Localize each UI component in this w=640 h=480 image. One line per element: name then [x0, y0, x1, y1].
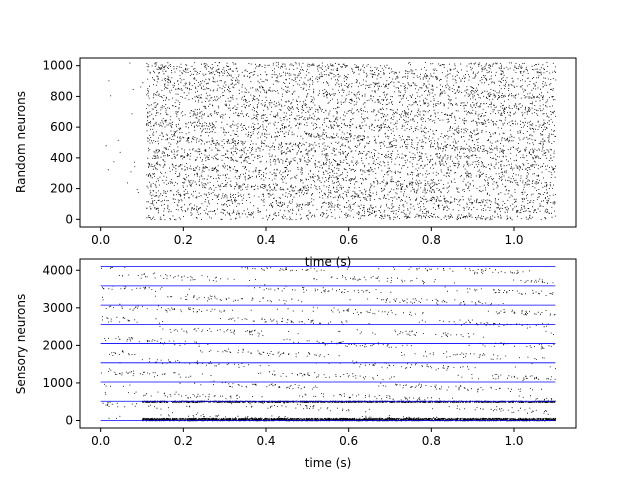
x-tick-label: 1.0	[504, 233, 523, 247]
x-tick-label: 0.0	[91, 434, 110, 448]
random-neurons-spike-series	[105, 62, 557, 221]
x-tick-label: 0.2	[174, 434, 193, 448]
x-tick-label: 0.2	[174, 233, 193, 247]
sensory-neurons-x-ticks: 0.0 0.2 0.4 0.6 0.8 1.0	[91, 428, 524, 448]
sensory-neurons-x-label: time (s)	[305, 456, 352, 470]
x-tick-label: 1.0	[504, 434, 523, 448]
y-tick-label: 0	[65, 212, 73, 226]
sensory-neurons-axes-frame	[79, 258, 577, 429]
y-tick-label: 1000	[42, 59, 73, 73]
sensory-neurons-spike-series	[101, 266, 557, 422]
y-tick-label: 200	[50, 182, 73, 196]
y-tick-label: 2000	[42, 338, 73, 352]
sensory-neurons-y-label: Sensory neurons	[14, 294, 28, 395]
x-tick-label: 0.8	[422, 233, 441, 247]
x-tick-label: 0.8	[422, 434, 441, 448]
x-tick-label: 0.0	[91, 233, 110, 247]
random-neurons-y-ticks: 0 200 400 600 800 1000	[42, 59, 80, 226]
y-tick-label: 1000	[42, 376, 73, 390]
y-tick-label: 3000	[42, 301, 73, 315]
random-neurons-x-ticks: 0.0 0.2 0.4 0.6 0.8 1.0	[91, 227, 524, 247]
random-neurons-spikes	[105, 62, 557, 221]
x-tick-label: 0.6	[339, 233, 358, 247]
sensory-neurons-plot: 0.0 0.2 0.4 0.6 0.8 1.0 0 1000 2000 3000 4000 tim…	[14, 258, 577, 470]
x-tick-label: 0.6	[339, 434, 358, 448]
y-tick-label: 800	[50, 89, 73, 103]
random-neurons-axes-frame	[79, 57, 577, 228]
y-tick-label: 400	[50, 151, 73, 165]
y-tick-label: 600	[50, 120, 73, 134]
sensory-neurons-y-ticks: 0 1000 2000 3000 4000	[42, 263, 80, 427]
x-tick-label: 0.4	[256, 434, 275, 448]
sensory-neurons-spikes	[101, 266, 557, 422]
x-tick-label: 0.4	[256, 233, 275, 247]
random-neurons-y-label: Random neurons	[14, 91, 28, 193]
y-tick-label: 0	[65, 413, 73, 427]
sensory-neurons-group-lines	[100, 266, 556, 421]
y-tick-label: 4000	[42, 263, 73, 277]
